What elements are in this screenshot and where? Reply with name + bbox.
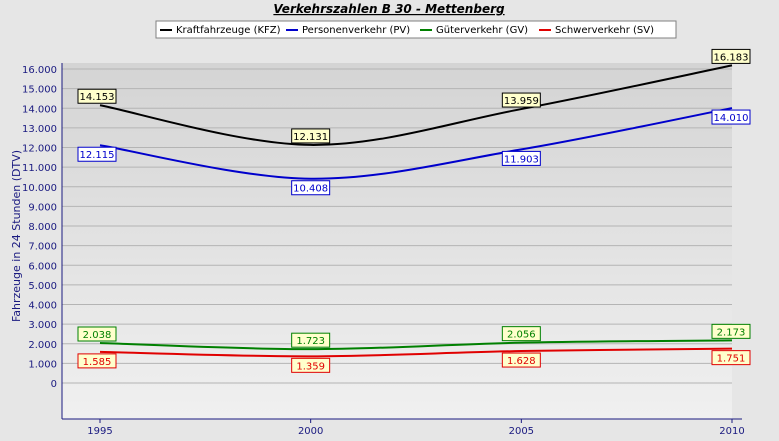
data-label-text: 11.903: [504, 154, 539, 165]
y-tick-labels: 0 1.000 2.000 3.000 4.000 5.000 6.000 7.000 8.00…: [22, 65, 57, 390]
data-label-box: [291, 332, 331, 348]
y-axis-label: Fahrzeuge in 24 Stunden (DTV): [10, 150, 23, 322]
data-label-box: [711, 48, 751, 64]
data-label: 1.723: [291, 332, 331, 348]
data-label: 2.038: [77, 326, 117, 342]
data-label: 12.115: [77, 146, 117, 162]
data-labels: 14.153 12.131 13.959 16.183 12.115 10.408 11.9…: [77, 48, 751, 373]
legend-entry: Schwerverkehr (SV): [555, 25, 654, 36]
data-label-box: [77, 146, 117, 162]
data-label-text: 13.959: [504, 96, 539, 107]
data-label: 2.173: [711, 323, 751, 339]
data-label-box: [77, 353, 117, 369]
x-tick-labels: 1995 2000 2005 2010: [87, 426, 744, 437]
data-label: 1.585: [77, 353, 117, 369]
data-label-text: 2.038: [83, 330, 112, 341]
y-tick-label: 16.000: [22, 65, 57, 76]
data-label: 10.408: [291, 180, 331, 196]
data-label-box: [501, 326, 541, 342]
data-label-text: 16.183: [714, 52, 749, 63]
y-tick-label: 1.000: [28, 359, 57, 370]
data-label: 1.359: [291, 357, 331, 373]
data-label-text: 2.056: [507, 330, 536, 341]
data-label-text: 1.359: [296, 361, 325, 372]
y-tick-label: 0: [51, 379, 57, 390]
data-label-text: 10.408: [293, 184, 328, 195]
axes: [61, 63, 742, 423]
y-tick-label: 7.000: [28, 242, 57, 253]
x-tick-label: 2005: [509, 426, 534, 437]
series-line: [99, 347, 733, 358]
data-label-text: 14.010: [714, 113, 749, 124]
data-label-box: [501, 150, 541, 166]
y-tick-label: 13.000: [22, 124, 57, 135]
data-label-box: [291, 357, 331, 373]
legend-entry: Personenverkehr (PV): [302, 25, 410, 36]
x-tick-label: 2010: [719, 426, 744, 437]
y-tick-label: 4.000: [28, 301, 57, 312]
y-tick-label: 8.000: [28, 222, 57, 233]
data-label: 16.183: [711, 48, 751, 64]
data-label-box: [77, 326, 117, 342]
legend: Kraftfahrzeuge (KFZ) Personenverkehr (PV)…: [155, 20, 677, 39]
data-label-box: [291, 180, 331, 196]
x-tick-label: 1995: [87, 426, 112, 437]
data-label-text: 12.115: [80, 150, 115, 161]
series-line: [99, 64, 733, 146]
y-tick-label: 5.000: [28, 281, 57, 292]
data-label-box: [77, 88, 117, 104]
y-tick-label: 9.000: [28, 202, 57, 213]
data-label-text: 1.628: [507, 356, 536, 367]
x-tick-label: 2000: [298, 426, 323, 437]
data-label: 14.010: [711, 109, 751, 125]
y-tick-label: 3.000: [28, 320, 57, 331]
y-tick-label: 2.000: [28, 340, 57, 351]
y-tick-label: 11.000: [22, 163, 57, 174]
data-label-box: [711, 109, 751, 125]
chart-title: Verkehrszahlen B 30 - Mettenberg: [273, 2, 505, 16]
series-line: [99, 339, 733, 351]
data-label-box: [501, 352, 541, 368]
data-label: 1.628: [501, 352, 541, 368]
y-tick-label: 12.000: [22, 144, 57, 155]
legend-entry: Kraftfahrzeuge (KFZ): [176, 25, 281, 36]
data-label-box: [711, 350, 751, 366]
series-lines: [99, 64, 733, 358]
data-label: 13.959: [501, 92, 541, 108]
plot-area: [62, 63, 732, 419]
data-label-box: [711, 323, 751, 339]
data-label-text: 1.585: [83, 357, 112, 368]
data-label: 11.903: [501, 150, 541, 166]
data-label-box: [291, 128, 331, 144]
data-label: 2.056: [501, 326, 541, 342]
y-tick-label: 6.000: [28, 261, 57, 272]
data-label-box: [501, 92, 541, 108]
data-label-text: 1.723: [296, 336, 325, 347]
data-label: 14.153: [77, 88, 117, 104]
data-label-text: 2.173: [717, 327, 746, 338]
y-tick-label: 10.000: [22, 183, 57, 194]
y-tick-label: 15.000: [22, 85, 57, 96]
data-label: 1.751: [711, 350, 751, 366]
y-tick-label: 14.000: [22, 104, 57, 115]
data-label-text: 12.131: [293, 132, 328, 143]
data-label: 12.131: [291, 128, 331, 144]
series-line: [99, 107, 733, 180]
legend-entry: Güterverkehr (GV): [436, 25, 528, 36]
data-label-text: 1.751: [717, 354, 746, 365]
data-label-text: 14.153: [80, 92, 115, 103]
legend-box: [155, 20, 677, 39]
